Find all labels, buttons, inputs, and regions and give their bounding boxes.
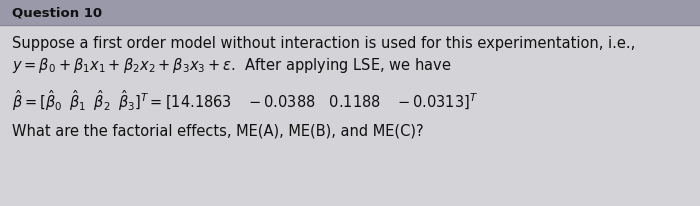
Bar bbox=[0, 0, 700, 25]
Text: $y = \beta_0 + \beta_1 x_1 + \beta_2 x_2 + \beta_3 x_3 + \epsilon$.  After apply: $y = \beta_0 + \beta_1 x_1 + \beta_2 x_2… bbox=[12, 56, 452, 75]
Text: Suppose a first order model without interaction is used for this experimentation: Suppose a first order model without inte… bbox=[12, 36, 636, 51]
Text: What are the factorial effects, ME(A), ME(B), and ME(C)?: What are the factorial effects, ME(A), M… bbox=[12, 123, 423, 138]
Text: Question 10: Question 10 bbox=[12, 6, 102, 19]
Text: $\hat{\beta} = [\hat{\beta}_0 \;\; \hat{\beta}_1 \;\; \hat{\beta}_2 \;\; \hat{\b: $\hat{\beta} = [\hat{\beta}_0 \;\; \hat{… bbox=[12, 88, 478, 113]
